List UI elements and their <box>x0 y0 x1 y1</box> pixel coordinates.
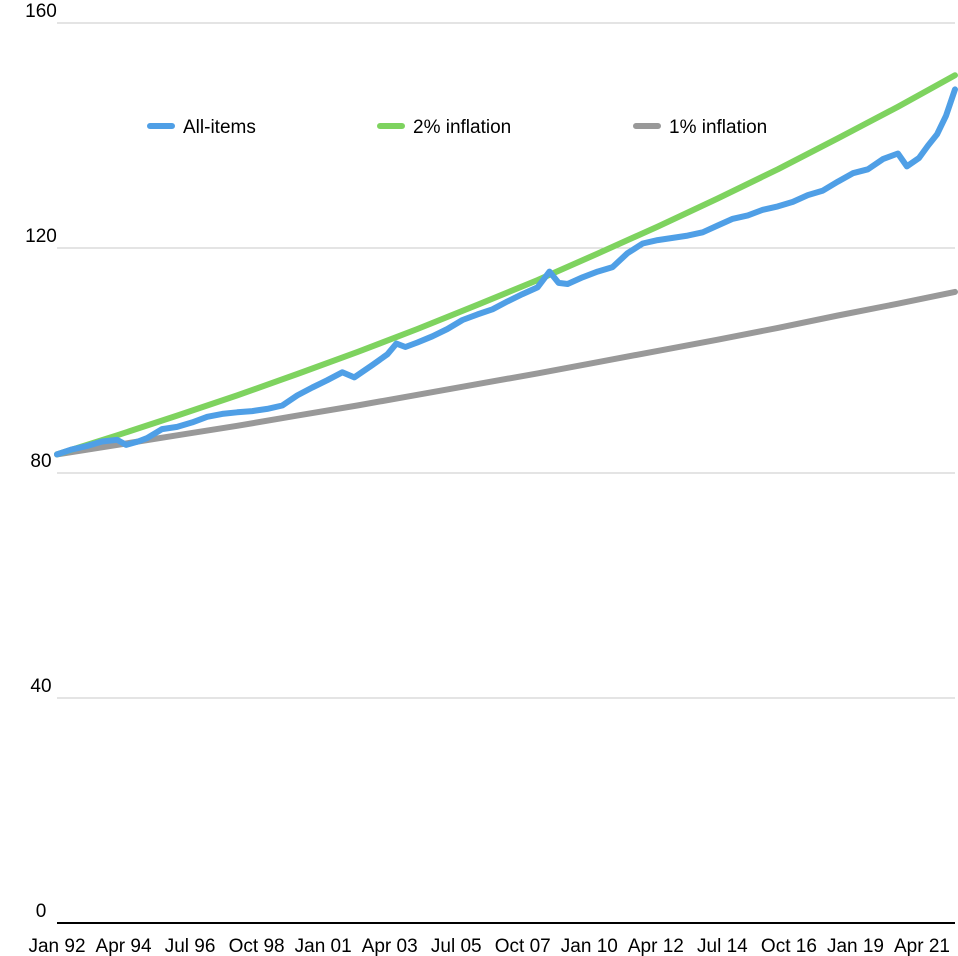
y-tick-label: 40 <box>30 676 51 697</box>
legend: All-items 2% inflation 1% inflation <box>147 117 767 138</box>
y-tick-label: 120 <box>25 226 57 247</box>
x-tick-label: Oct 98 <box>229 936 285 956</box>
legend-label: 1% inflation <box>669 117 767 138</box>
x-tick-label: Jul 96 <box>165 936 216 956</box>
x-tick-label: Apr 21 <box>894 936 950 956</box>
legend-label: 2% inflation <box>413 117 511 138</box>
x-tick-label: Jan 92 <box>28 936 85 956</box>
legend-label: All-items <box>183 117 256 138</box>
x-tick-label: Oct 07 <box>495 936 551 956</box>
x-tick-label: Jul 14 <box>697 936 748 956</box>
series-line-1-inflation <box>54 288 958 458</box>
x-tick-label: Apr 12 <box>628 936 684 956</box>
series-line-all-items <box>54 86 958 458</box>
y-tick-label: 160 <box>25 1 57 22</box>
x-tick-label: Jul 05 <box>431 936 482 956</box>
x-tick-label: Apr 03 <box>362 936 418 956</box>
series-lines <box>54 72 958 458</box>
series-line-2-inflation <box>54 72 958 458</box>
x-tick-label: Jan 10 <box>561 936 618 956</box>
gridlines <box>57 22 955 924</box>
x-tick-label: Apr 94 <box>96 936 152 956</box>
x-axis-tick-labels: Jan 92 Apr 94 Jul 96 Oct 98 Jan 01 Apr 03 Jul … <box>28 936 950 956</box>
y-tick-label: 0 <box>36 901 47 922</box>
x-tick-label: Oct 16 <box>761 936 817 956</box>
x-tick-label: Jan 01 <box>295 936 352 956</box>
y-tick-label: 80 <box>30 451 51 472</box>
x-tick-label: Jan 19 <box>827 936 884 956</box>
y-axis-tick-labels: 0 40 80 120 160 <box>25 1 57 922</box>
